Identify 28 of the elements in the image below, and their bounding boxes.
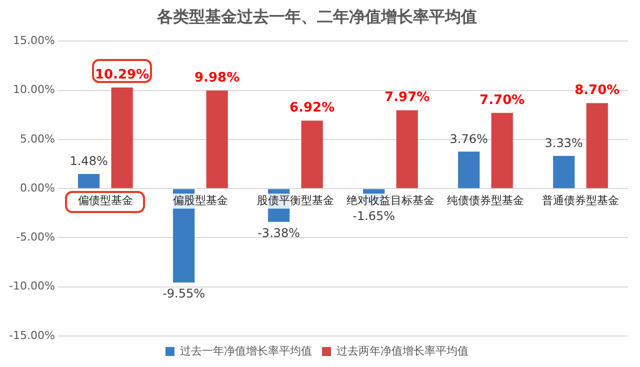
y-tick-label: -5.00% bbox=[16, 230, 55, 244]
data-label: -9.55% bbox=[162, 286, 206, 301]
x-tick-label: 绝对收益目标基金 bbox=[346, 194, 434, 207]
x-tick-label: 纯债债券型基金 bbox=[446, 194, 524, 207]
x-tick-label: 偏债型基金 bbox=[78, 194, 133, 207]
data-label: -1.65% bbox=[352, 208, 396, 223]
data-label: 8.70% bbox=[574, 82, 620, 98]
legend-label: 过去一年净值增长率平均值 bbox=[180, 344, 312, 358]
chart-title: 各类型基金过去一年、二年净值增长率平均值 bbox=[156, 6, 477, 26]
y-tick-label: -15.00% bbox=[8, 328, 55, 342]
data-label: 9.98% bbox=[194, 70, 240, 86]
y-tick-label: 10.00% bbox=[12, 83, 55, 96]
x-tick-label: 普通债券型基金 bbox=[542, 194, 619, 207]
data-label: 6.92% bbox=[290, 100, 335, 116]
data-label: 7.70% bbox=[480, 92, 525, 108]
data-label: 3.76% bbox=[450, 132, 488, 146]
y-tick-label: 15.00% bbox=[12, 34, 55, 48]
data-label: 1.48% bbox=[70, 154, 108, 168]
y-tick-label: -10.00% bbox=[8, 280, 55, 293]
x-tick-label: 股债平衡型基金 bbox=[256, 194, 334, 207]
data-label: 10.29% bbox=[94, 67, 150, 82]
data-label: 7.97% bbox=[384, 90, 430, 106]
y-tick-label: 5.00% bbox=[20, 132, 55, 146]
y-tick-label: 0.00% bbox=[20, 181, 55, 194]
data-label: -3.38% bbox=[258, 226, 300, 240]
legend-label: 过去两年净值增长率平均值 bbox=[336, 344, 468, 358]
x-tick-label: 偏股型基金 bbox=[172, 194, 228, 207]
data-label: 3.33% bbox=[544, 136, 583, 150]
